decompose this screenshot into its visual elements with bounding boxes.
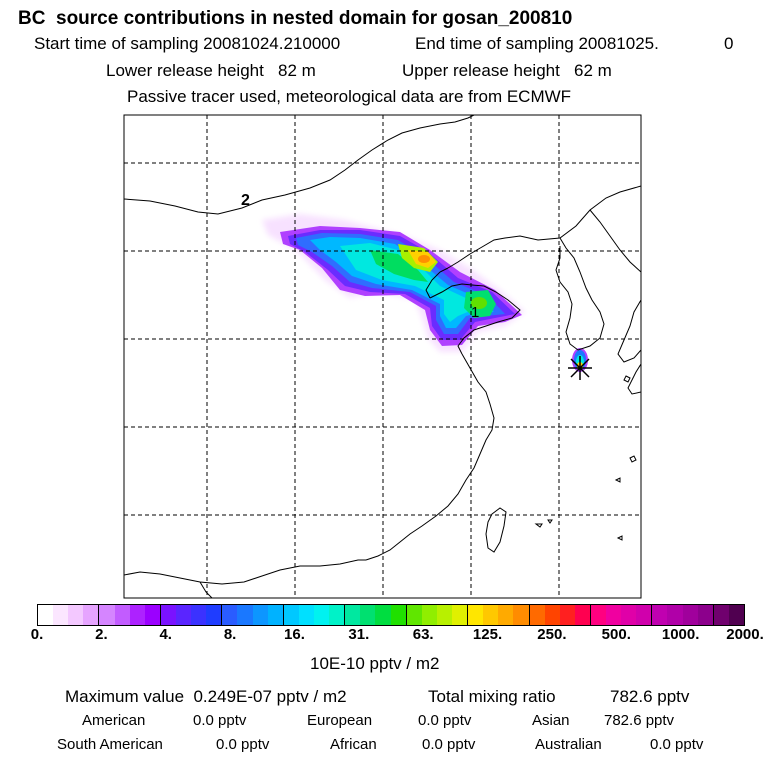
colorbar-swatch	[345, 605, 361, 625]
colorbar-swatch	[175, 605, 192, 625]
region-name: South American	[57, 736, 163, 753]
colorbar-swatch	[483, 605, 499, 625]
colorbar-tick-label: 63.	[412, 626, 434, 643]
region-name: African	[330, 736, 377, 753]
colorbar	[37, 604, 745, 626]
region-value: 0.0 pptv	[418, 712, 472, 729]
colorbar-swatch	[636, 605, 653, 625]
colorbar-swatch	[283, 605, 299, 625]
grid-lines	[124, 115, 641, 598]
upper-release-height: Upper release height 62 m	[402, 61, 612, 80]
colorbar-swatch	[83, 605, 100, 625]
colorbar-swatch	[406, 605, 422, 625]
colorbar-swatch	[267, 605, 284, 625]
colorbar-swatch	[667, 605, 683, 625]
colorbar-tick-label: 2000.	[726, 626, 764, 643]
colorbar-swatch	[298, 605, 314, 625]
colorbar-tick-label: 8.	[223, 626, 237, 643]
colorbar-swatch	[468, 605, 484, 625]
colorbar-swatch	[160, 605, 176, 625]
end-time-label: End time of sampling 20081025.	[415, 34, 659, 53]
region-name: European	[307, 712, 373, 729]
colorbar-swatch	[360, 605, 376, 625]
receptor-star-icon	[568, 356, 592, 380]
region-label-2: 2	[241, 192, 250, 209]
colorbar-swatch	[114, 605, 130, 625]
colorbar-swatch	[606, 605, 622, 625]
colorbar-tick-label: 16.	[284, 626, 305, 643]
region-name: Asian	[532, 712, 570, 729]
region-name: American	[82, 712, 146, 729]
total-mixing-value: 782.6 pptv	[610, 687, 690, 706]
colorbar-swatch	[451, 605, 469, 625]
colorbar-swatch	[375, 605, 391, 625]
colorbar-swatch	[697, 605, 714, 625]
colorbar-tick-label: 500.	[601, 626, 631, 643]
colorbar-swatch	[652, 605, 668, 625]
colorbar-tick-label: 1000.	[661, 626, 700, 643]
colorbar-tick-label: 31.	[348, 626, 370, 643]
colorbar-swatch	[513, 605, 530, 625]
colorbar-swatch	[390, 605, 407, 625]
colorbar-swatch	[237, 605, 253, 625]
max-value-label: Maximum value 0.249E-07 pptv / m2	[65, 687, 347, 706]
colorbar-swatch	[436, 605, 452, 625]
region-value: 0.0 pptv	[422, 736, 476, 753]
colorbar-swatch	[590, 605, 607, 625]
region-name: Australian	[535, 736, 602, 753]
colorbar-swatch	[544, 605, 560, 625]
end-time-value: 0	[724, 34, 734, 53]
region-value: 0.0 pptv	[650, 736, 704, 753]
colorbar-tick-label: 250.	[537, 626, 567, 643]
colorbar-swatch	[99, 605, 115, 625]
start-time-label: Start time of sampling 20081024.210000	[34, 34, 341, 53]
region-value: 0.0 pptv	[193, 712, 247, 729]
colorbar-swatch	[498, 605, 514, 625]
colorbar-tick-label: 125.	[472, 626, 503, 643]
colorbar-swatch	[191, 605, 207, 625]
colorbar-swatch	[222, 605, 238, 625]
map-panel: 2 1	[123, 114, 642, 599]
colorbar-swatch	[129, 605, 145, 625]
lower-release-height: Lower release height 82 m	[106, 61, 316, 80]
region-label-1: 1	[471, 304, 479, 321]
tracer-note: Passive tracer used, meteorological data…	[127, 87, 572, 106]
colorbar-swatch	[529, 605, 545, 625]
colorbar-swatch	[68, 605, 84, 625]
colorbar-swatch	[38, 605, 54, 625]
colorbar-tick-label: 4.	[159, 626, 172, 643]
colorbar-swatch	[53, 605, 69, 625]
colorbar-swatch	[682, 605, 698, 625]
colorbar-swatch	[713, 605, 729, 625]
coastlines	[124, 115, 641, 598]
colorbar-unit: 10E-10 pptv / m2	[310, 654, 440, 673]
concentration-plume	[262, 214, 588, 372]
colorbar-swatch	[144, 605, 161, 625]
total-mixing-label: Total mixing ratio	[428, 687, 556, 706]
colorbar-swatch	[252, 605, 268, 625]
plot-title: BC source contributions in nested domain…	[18, 8, 573, 29]
colorbar-swatch	[574, 605, 591, 625]
colorbar-swatch	[559, 605, 575, 625]
colorbar-tick-label: 2.	[95, 626, 108, 643]
colorbar-tick-label: 0.	[30, 626, 44, 643]
colorbar-swatch	[621, 605, 637, 625]
colorbar-swatch	[313, 605, 330, 625]
colorbar-swatch	[421, 605, 437, 625]
colorbar-swatch	[206, 605, 223, 625]
colorbar-swatch	[329, 605, 346, 625]
colorbar-swatch	[728, 605, 745, 625]
region-value: 0.0 pptv	[216, 736, 270, 753]
map-frame	[123, 114, 642, 599]
region-value: 782.6 pptv	[604, 712, 675, 729]
